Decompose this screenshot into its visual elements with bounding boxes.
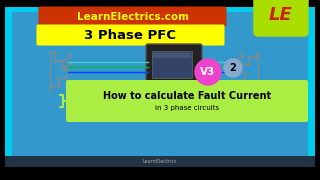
Text: in 3 phase circuits: in 3 phase circuits bbox=[155, 105, 219, 111]
Text: LearnElectrics.com: LearnElectrics.com bbox=[77, 12, 189, 21]
Circle shape bbox=[195, 59, 221, 85]
Bar bbox=[153, 53, 191, 58]
FancyBboxPatch shape bbox=[66, 80, 308, 122]
Bar bbox=[5, 7, 315, 167]
FancyBboxPatch shape bbox=[146, 44, 202, 84]
Text: LE: LE bbox=[269, 6, 293, 24]
Text: How to calculate Fault Current: How to calculate Fault Current bbox=[103, 91, 271, 101]
Bar bbox=[5, 156, 315, 167]
FancyArrowPatch shape bbox=[60, 95, 65, 107]
FancyBboxPatch shape bbox=[255, 0, 307, 35]
Bar bbox=[12, 12, 308, 162]
Circle shape bbox=[224, 59, 242, 77]
Text: V3: V3 bbox=[200, 67, 216, 77]
Text: 3 Phase PFC: 3 Phase PFC bbox=[84, 28, 176, 42]
Bar bbox=[152, 51, 192, 78]
FancyBboxPatch shape bbox=[38, 6, 227, 26]
FancyBboxPatch shape bbox=[36, 24, 225, 46]
Text: 2: 2 bbox=[230, 63, 236, 73]
Text: LearnElectrics: LearnElectrics bbox=[143, 159, 177, 164]
